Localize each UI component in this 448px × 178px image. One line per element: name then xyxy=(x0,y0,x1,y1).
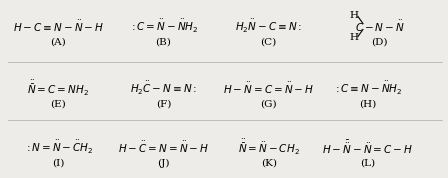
Text: $\ddot{\bar{N}}{=}\ddot{N}-CH_2$: $\ddot{\bar{N}}{=}\ddot{N}-CH_2$ xyxy=(238,138,300,157)
Text: $H_2\ddot{N}-C{\equiv}N:$: $H_2\ddot{N}-C{\equiv}N:$ xyxy=(235,18,302,35)
Text: (L): (L) xyxy=(360,159,375,168)
Text: (D): (D) xyxy=(371,38,388,47)
Text: (A): (A) xyxy=(51,38,66,47)
Text: $:N{=}\ddot{N}-\ddot{C}H_2$: $:N{=}\ddot{N}-\ddot{C}H_2$ xyxy=(24,139,93,156)
Text: $H-\ddot{N}{=}C{=}\ddot{N}-H$: $H-\ddot{N}{=}C{=}\ddot{N}-H$ xyxy=(223,80,314,96)
Text: $H-\ddot{C}{=}N{=}\ddot{N}-H$: $H-\ddot{C}{=}N{=}\ddot{N}-H$ xyxy=(118,140,209,155)
Text: $H_2\ddot{C}-N{\equiv}N:$: $H_2\ddot{C}-N{\equiv}N:$ xyxy=(130,80,197,96)
Text: (J): (J) xyxy=(157,159,170,168)
Text: (K): (K) xyxy=(261,159,277,168)
Text: H: H xyxy=(349,11,358,20)
Text: (H): (H) xyxy=(359,99,377,108)
Text: $C-N-\ddot{N}$: $C-N-\ddot{N}$ xyxy=(355,19,405,34)
Text: $:C{=}\ddot{N}-\ddot{N}H_2$: $:C{=}\ddot{N}-\ddot{N}H_2$ xyxy=(129,18,198,35)
Text: (I): (I) xyxy=(52,159,65,168)
Text: $\ddot{\bar{N}}{=}C{=}NH_2$: $\ddot{\bar{N}}{=}C{=}NH_2$ xyxy=(27,78,89,98)
Text: (F): (F) xyxy=(156,99,171,108)
Text: (C): (C) xyxy=(261,38,277,47)
Text: $H-C{\equiv}N-\ddot{N}-H$: $H-C{\equiv}N-\ddot{N}-H$ xyxy=(13,19,104,34)
Text: (B): (B) xyxy=(155,38,172,47)
Text: $:C{\equiv}N-\ddot{N}H_2$: $:C{\equiv}N-\ddot{N}H_2$ xyxy=(333,80,403,96)
Text: H: H xyxy=(349,33,358,42)
Text: (G): (G) xyxy=(260,99,277,108)
Text: (E): (E) xyxy=(51,99,66,108)
Text: $H-\bar{\ddot{N}}-\ddot{N}{=}C-H$: $H-\bar{\ddot{N}}-\ddot{N}{=}C-H$ xyxy=(323,139,414,156)
